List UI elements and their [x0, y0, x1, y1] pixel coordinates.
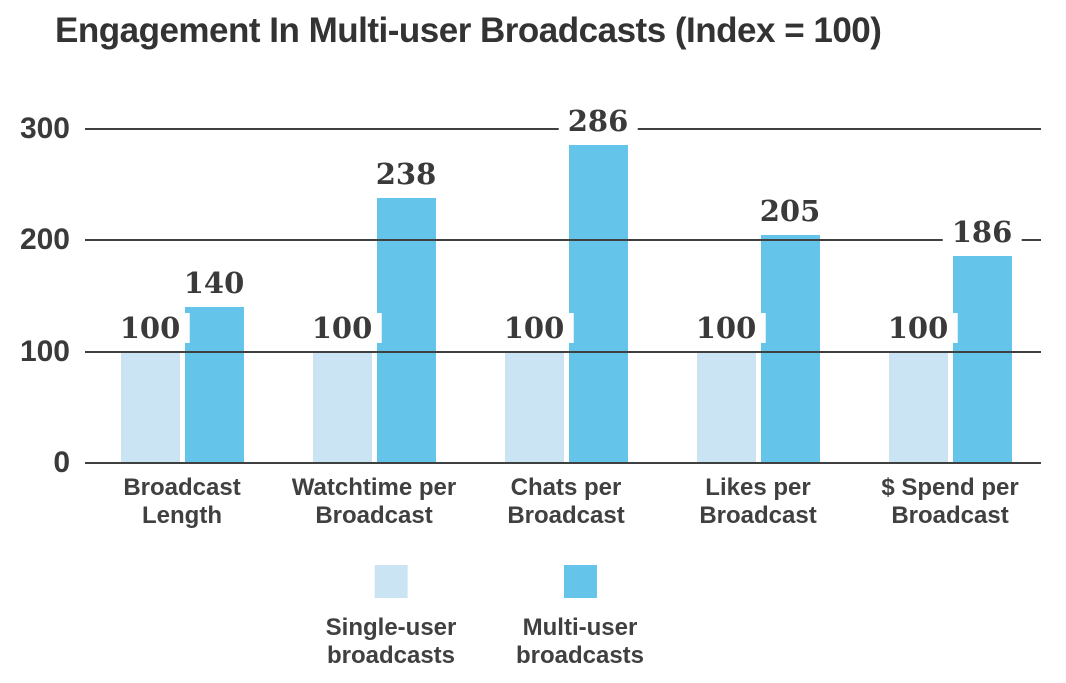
bar-single-0	[120, 351, 180, 463]
category-label-0: Broadcast Length	[123, 474, 241, 529]
y-tick-label-100: 100	[19, 334, 70, 368]
category-label-2: Chats per Broadcast	[507, 474, 625, 529]
value-label-multi-0: 140	[174, 268, 254, 299]
bar-multi-2	[568, 144, 628, 463]
y-tick-label-300: 300	[19, 112, 70, 145]
value-label-single-3: 100	[686, 312, 766, 343]
value-label-multi-3: 205	[750, 195, 830, 226]
chart-title: Engagement In Multi-user Broadcasts (Ind…	[55, 11, 882, 50]
value-label-multi-2: 286	[558, 105, 638, 136]
legend-swatch-multi-user	[563, 565, 597, 598]
y-tick-label-0: 0	[53, 446, 70, 479]
legend-swatch-single-user	[374, 565, 408, 598]
category-label-3: Likes per Broadcast	[699, 474, 817, 529]
value-label-single-1: 100	[302, 312, 382, 343]
value-label-single-2: 100	[494, 312, 574, 343]
category-label-4: $ Spend per Broadcast	[881, 474, 1019, 529]
legend-item-single-user: Single-user broadcasts	[325, 565, 457, 670]
bar-single-3	[696, 351, 756, 463]
value-label-single-0: 100	[110, 312, 190, 343]
category-label-1: Watchtime per Broadcast	[291, 474, 457, 529]
legend-item-multi-user: Multi-user broadcasts	[516, 565, 644, 670]
legend-label-single-user: Single-user broadcasts	[325, 614, 457, 669]
bar-single-1	[312, 351, 372, 463]
bar-single-2	[504, 351, 564, 463]
legend-label-multi-user: Multi-user broadcasts	[515, 614, 645, 669]
gridline-100	[85, 350, 1041, 353]
bar-multi-1	[376, 198, 436, 463]
x-axis-line	[85, 462, 1041, 464]
value-label-multi-4: 186	[942, 216, 1022, 247]
bar-single-4	[888, 351, 948, 463]
y-tick-label-200: 200	[19, 223, 70, 257]
value-label-single-4: 100	[878, 312, 958, 343]
value-label-multi-1: 238	[366, 159, 446, 190]
bar-multi-0	[184, 307, 244, 463]
bar-multi-3	[760, 234, 820, 463]
gridline-200	[85, 239, 1041, 242]
bar-multi-4	[952, 255, 1012, 463]
